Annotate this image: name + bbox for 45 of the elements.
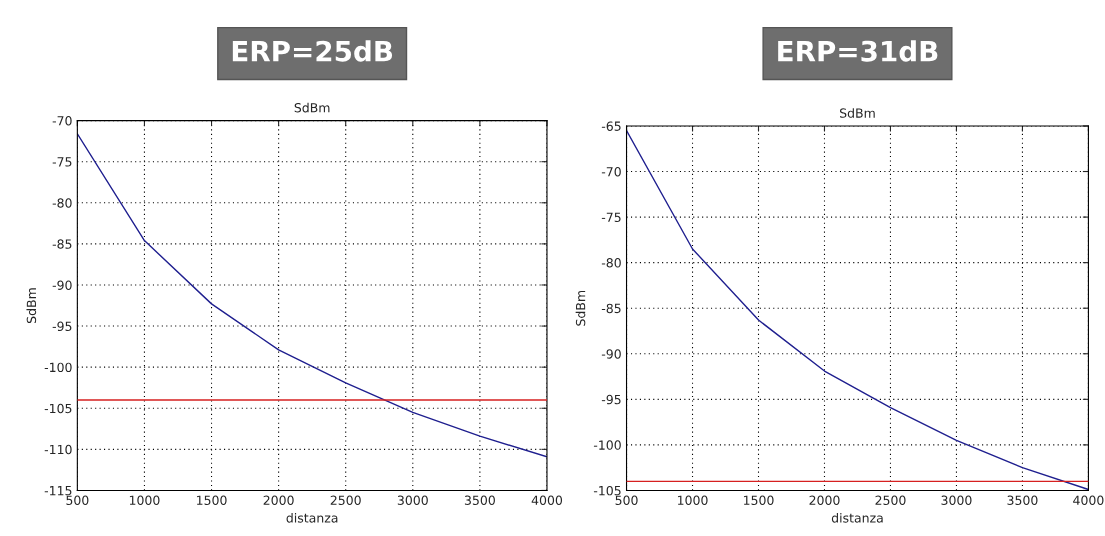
y-tick-label: -85 [52, 239, 72, 249]
line-series [77, 133, 547, 458]
y-tick-label: -95 [601, 394, 621, 405]
x-tick-label: 3500 [464, 495, 495, 505]
x-tick-label: 1500 [197, 495, 227, 505]
x-tick-label: 2500 [330, 495, 361, 505]
y-tick-label: -90 [52, 280, 72, 290]
y-tick-label: -65 [601, 121, 621, 131]
y-tick-label: -80 [601, 258, 621, 268]
y-axis-title: SdBm [26, 288, 37, 324]
x-tick-label: 4000 [1073, 495, 1104, 505]
y-tick-label: -70 [601, 166, 621, 177]
y-tick-label: -85 [601, 303, 621, 314]
y-tick-label: -95 [52, 321, 72, 331]
x-tick-label: 3500 [1007, 495, 1038, 505]
chart-subtitle: SdBm [294, 102, 330, 113]
x-tick-label: 500 [615, 495, 638, 505]
chart-title: ERP=31dB [778, 40, 938, 62]
chart-subtitle: SdBm [839, 108, 875, 118]
y-tick-label: -115 [44, 486, 72, 496]
y-axis-title: SdBm [575, 290, 586, 326]
y-tick-label: -75 [601, 212, 621, 223]
y-tick-label: -90 [601, 349, 621, 359]
x-tick-label: 3000 [397, 495, 428, 505]
x-tick-label: 4000 [531, 495, 563, 505]
y-tick-label: -105 [44, 403, 72, 414]
y-tick-label: -75 [52, 157, 72, 167]
y-tick-label: -70 [52, 116, 72, 126]
y-tick-label: -80 [52, 198, 72, 208]
x-tick-label: 2000 [809, 495, 840, 505]
x-tick-label: 2000 [263, 495, 294, 505]
x-axis-title: distanza [831, 512, 883, 523]
y-tick-label: -100 [593, 440, 621, 450]
x-tick-label: 1000 [677, 495, 708, 505]
x-tick-label: 500 [66, 495, 89, 505]
y-tick-label: -105 [593, 485, 621, 496]
x-tick-label: 1000 [129, 495, 160, 505]
x-tick-label: 1500 [743, 495, 774, 505]
chart-title: ERP=25dB [232, 40, 393, 62]
line-series [626, 129, 1089, 491]
x-tick-label: 3000 [941, 495, 972, 505]
x-axis-title: distanza [286, 512, 338, 523]
y-tick-label: -100 [44, 362, 72, 373]
y-tick-label: -110 [44, 444, 72, 455]
x-tick-label: 2500 [875, 495, 906, 505]
